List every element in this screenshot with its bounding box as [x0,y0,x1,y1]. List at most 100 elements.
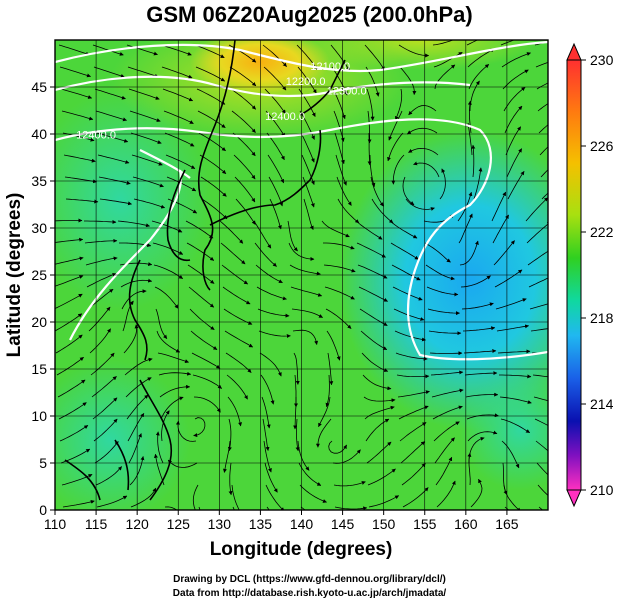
streamline [395,352,428,361]
streamline [391,154,405,185]
credit-dcl: Drawing by DCL (https://www.gfd-dennou.o… [173,574,446,585]
streamline [332,88,346,120]
x-tick-label: 140 [290,516,314,532]
x-tick-label: 115 [85,516,108,532]
streamline [507,170,525,200]
streamline [156,330,181,353]
streamline [230,88,256,110]
streamline [130,487,157,508]
streamline [160,44,192,56]
streamline [537,103,548,112]
streamline [192,484,199,510]
y-tick-label: 15 [31,361,47,377]
streamline [90,352,115,376]
streamline [540,169,548,178]
streamline [193,417,206,438]
streamline [430,370,464,376]
streamline [231,484,240,510]
streamline [264,88,286,114]
streamline [227,396,243,427]
y-tick-label: 0 [39,502,47,518]
contour-label: 12200.0 [286,76,326,88]
streamline [263,440,272,473]
streamline [293,397,298,430]
colorbar-tick-label: 226 [590,138,614,154]
streamline [494,269,523,288]
streamline [506,148,523,178]
streamline [265,110,286,138]
streamline [426,286,459,297]
streamline [467,452,472,486]
streamline [431,388,464,398]
streamline [292,329,319,345]
colorbar-top-arrow [566,42,582,61]
streamline [198,132,226,152]
streamline [195,66,226,82]
streamline [364,44,386,71]
streamline [199,154,227,175]
streamline [333,110,345,142]
streamline [62,499,95,508]
streamline [433,421,460,442]
streamline [499,374,532,379]
streamline [371,198,394,224]
streamline [188,286,215,308]
streamline [330,44,351,72]
streamline [127,412,145,442]
streamline [337,198,360,224]
streamline [466,413,499,420]
streamline [365,418,390,442]
streamline [126,44,158,56]
streamline [367,468,396,486]
streamline [361,352,389,372]
streamline [434,437,455,464]
streamline [59,425,89,442]
height-contours [55,40,548,361]
streamline [539,146,548,156]
y-tick-label: 10 [31,408,47,424]
streamline [526,221,548,244]
streamline [321,220,350,238]
streamline [133,198,166,209]
streamline [436,480,456,508]
y-tick-label: 35 [31,173,47,189]
streamline [154,286,179,309]
streamline [233,154,256,180]
contour-label: 12100.0 [310,61,350,73]
streamline [222,286,251,305]
streamline [88,306,111,332]
x-tick-label: 125 [167,516,191,532]
streamline [439,168,446,200]
streamline [335,154,347,186]
streamline [60,88,93,99]
streamline [289,264,321,276]
streamline [96,132,129,143]
x-tick-label: 155 [413,516,437,532]
streamline [228,462,233,496]
streamline [408,147,439,156]
streamline [58,402,87,420]
streamline [256,286,287,301]
streamline [55,293,83,309]
streamline [325,308,352,329]
streamline [302,176,315,208]
streamline [290,286,323,297]
streamline [303,198,314,230]
streamline [132,176,164,188]
streamline [432,40,455,46]
streamline [58,44,90,56]
streamline [500,40,516,46]
streamline [96,495,128,508]
y-axis-title: Latitude (degrees) [4,193,25,358]
streamline [95,466,123,486]
streamline [291,308,323,318]
streamline [370,176,384,207]
streamline [369,154,376,187]
streamline [334,506,368,510]
streamline [59,66,91,78]
streamline [357,264,388,279]
x-tick-label: 160 [454,516,478,532]
streamline [55,334,83,354]
streamline [267,154,285,184]
streamline [491,191,507,222]
